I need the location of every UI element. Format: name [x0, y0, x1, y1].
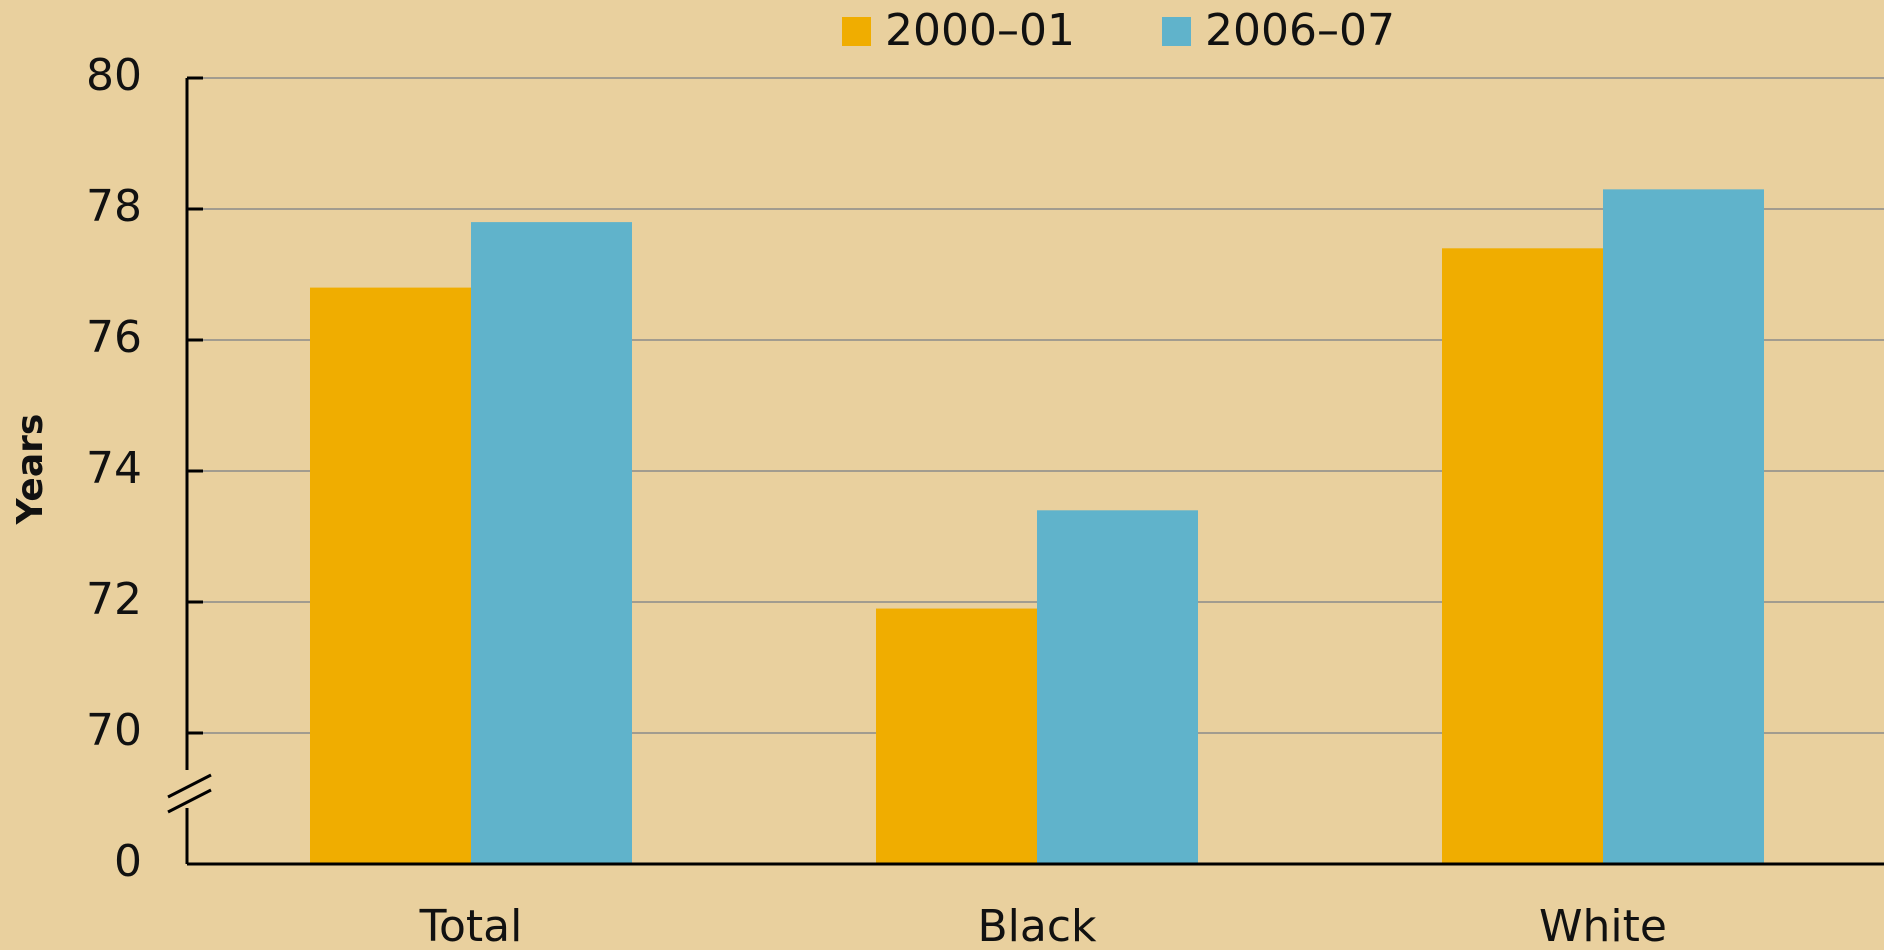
axis-break: [167, 773, 212, 799]
y-tick-label: 74: [86, 443, 142, 494]
bar: [310, 287, 471, 865]
bar: [1037, 510, 1198, 864]
legend-label: 2006–07: [1205, 5, 1395, 56]
y-tick-label: 0: [114, 836, 142, 887]
y-tick-label: 78: [86, 181, 142, 232]
y-tick-label: 70: [86, 705, 142, 756]
x-tick-label: Total: [419, 901, 523, 950]
legend-swatch: [842, 17, 871, 46]
y-tick-label: 80: [86, 50, 142, 101]
bar: [1603, 189, 1764, 865]
x-tick-label: Black: [977, 901, 1097, 950]
legend-label: 2000–01: [885, 5, 1075, 56]
y-axis-label: Years: [10, 414, 51, 526]
bar: [471, 222, 632, 865]
y-tick-label: 72: [86, 574, 142, 625]
axis-break: [167, 788, 212, 814]
y-tick-label: 76: [86, 312, 142, 363]
bar: [876, 608, 1037, 864]
legend-swatch: [1162, 17, 1191, 46]
x-tick-label: White: [1539, 901, 1667, 950]
bar: [1442, 248, 1603, 865]
